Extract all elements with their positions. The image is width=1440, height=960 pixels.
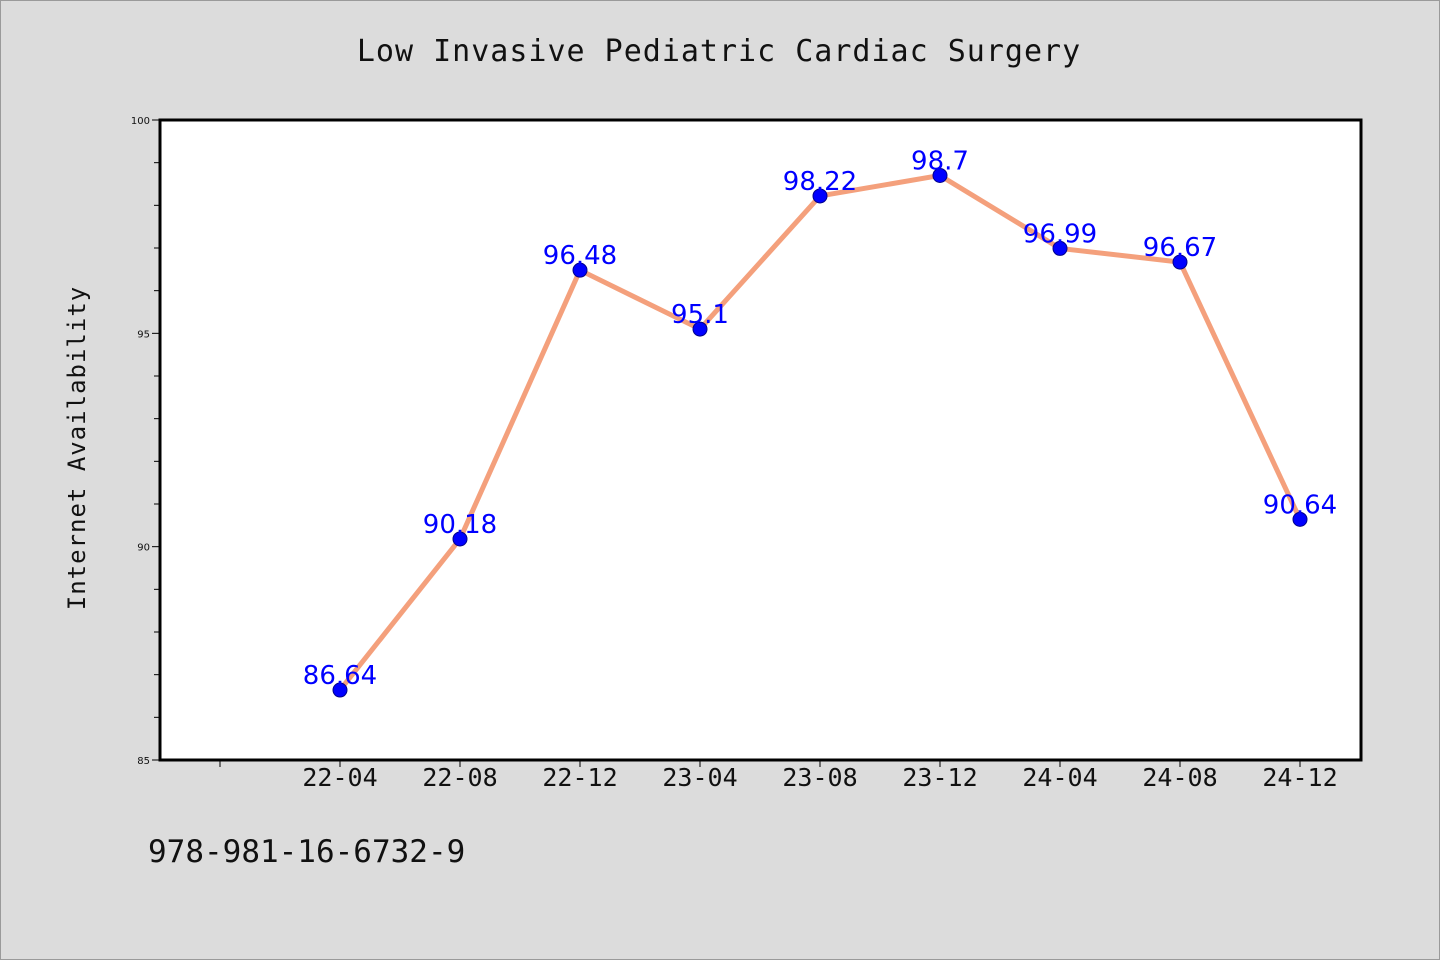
data-point bbox=[1052, 240, 1068, 256]
data-label: 98.7 bbox=[911, 146, 969, 176]
x-tick-label: 22-08 bbox=[422, 763, 497, 792]
chart-title: Low Invasive Pediatric Cardiac Surgery bbox=[356, 34, 1082, 69]
data-point bbox=[332, 682, 348, 698]
data-point bbox=[1172, 254, 1188, 270]
y-axis-ticks: 85 90 95 100 bbox=[131, 116, 160, 767]
data-point bbox=[1292, 511, 1308, 527]
data-label: 90.64 bbox=[1263, 490, 1337, 520]
y-tick-label: 90 bbox=[137, 543, 150, 554]
data-points bbox=[332, 167, 1308, 698]
data-label: 96.99 bbox=[1023, 219, 1097, 249]
x-tick-label: 24-04 bbox=[1022, 763, 1097, 792]
x-tick-label: 24-08 bbox=[1142, 763, 1217, 792]
data-label: 96.67 bbox=[1143, 233, 1217, 263]
x-tick-label: 22-12 bbox=[542, 763, 617, 792]
data-point bbox=[812, 188, 828, 204]
footer-code: 978-981-16-6732-9 bbox=[148, 834, 466, 870]
x-tick-label: 24-12 bbox=[1262, 763, 1337, 792]
x-axis-ticks: 22-04 22-08 22-12 23-04 23-08 23-12 24-04 24-08… bbox=[219, 760, 1338, 792]
data-label: 86.64 bbox=[303, 661, 377, 691]
x-tick-label: 23-08 bbox=[782, 763, 857, 792]
plot-border bbox=[158, 118, 1363, 762]
x-tick-label: 22-04 bbox=[302, 763, 377, 792]
data-label: 98.22 bbox=[783, 167, 857, 197]
x-tick-label: 23-12 bbox=[902, 763, 977, 792]
data-point bbox=[932, 167, 948, 183]
x-tick-label: 23-04 bbox=[662, 763, 737, 792]
data-point bbox=[572, 262, 588, 278]
data-labels: 86.64 90.18 96.48 95.1 98.22 98.7 96.99 96.67 90… bbox=[303, 146, 1337, 691]
y-tick-label: 95 bbox=[137, 329, 150, 340]
y-tick-label: 85 bbox=[137, 756, 150, 767]
data-point bbox=[452, 531, 468, 547]
y-tick-label: 100 bbox=[131, 116, 150, 127]
data-label: 96.48 bbox=[543, 241, 617, 271]
data-label: 90.18 bbox=[423, 510, 497, 540]
data-point bbox=[692, 321, 708, 337]
data-label: 95.1 bbox=[671, 300, 729, 330]
plot-area bbox=[160, 120, 1361, 760]
